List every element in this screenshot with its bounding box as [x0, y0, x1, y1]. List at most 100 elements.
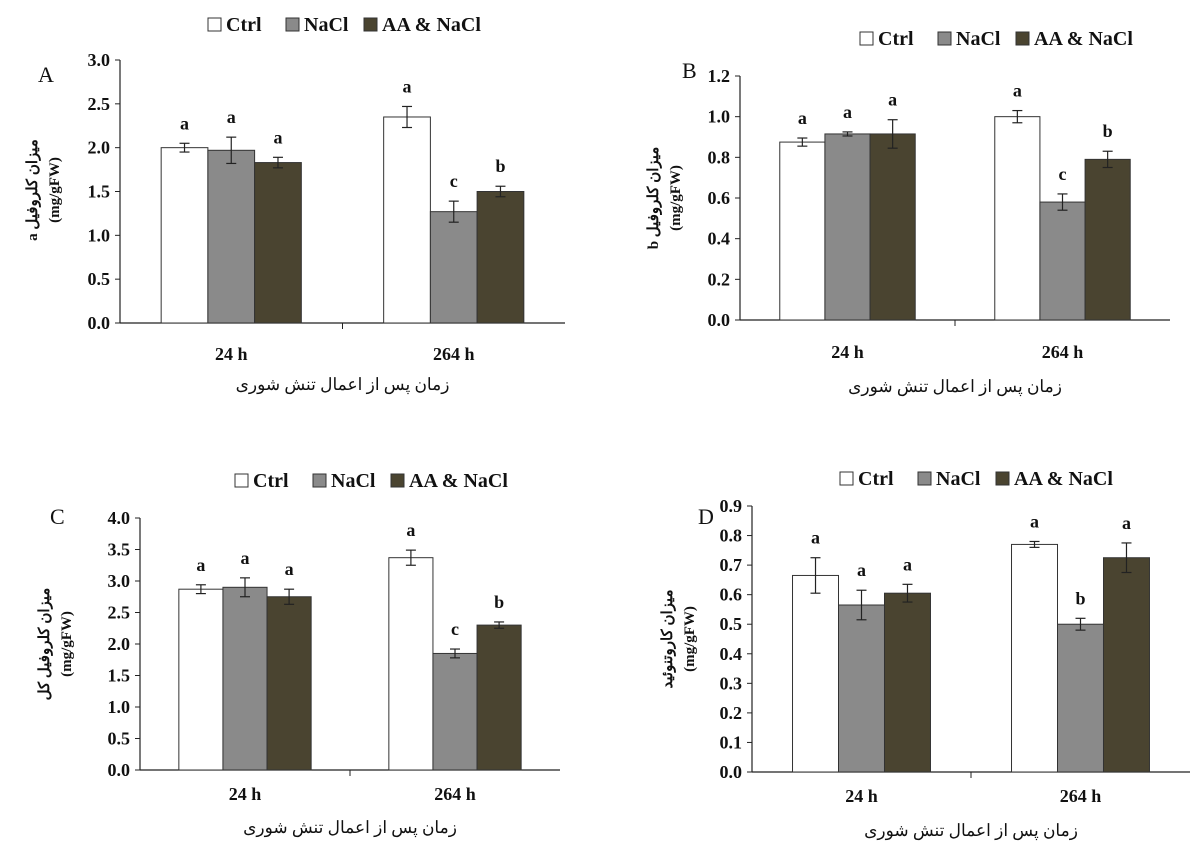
panel-a: A 0.0 0.5 1.0 1.5 2.0 2.5 3.0 24 h a a a 264 h a c b زما… [25, 14, 565, 395]
y-tick-label: 1.0 [88, 225, 111, 245]
significance-label: a [811, 528, 820, 548]
y-axis-unit: (mg/gFW) [47, 157, 63, 223]
y-tick-label: 1.0 [708, 107, 731, 127]
bar [476, 624, 522, 771]
y-tick-label: 0.0 [108, 760, 131, 780]
bar [824, 133, 871, 321]
x-category-label: 24 h [831, 342, 864, 362]
bar [476, 191, 525, 324]
y-axis-label: میزان کلروفیل a [25, 139, 41, 241]
legend-swatch [207, 17, 222, 32]
legend-entry: AA & NaCl [382, 14, 481, 36]
x-category-label: 24 h [229, 784, 262, 804]
y-tick-label: 0.3 [720, 673, 743, 693]
bar [160, 147, 209, 324]
x-category-label: 264 h [1042, 342, 1084, 362]
panel-d: D 0.0 0.1 0.2 0.3 0.4 0.5 0.6 0.7 0.8 0.9 24 h a a a 26… [660, 468, 1190, 841]
legend-swatch [234, 473, 249, 488]
legend-entry: AA & NaCl [1034, 28, 1133, 50]
significance-label: a [1122, 513, 1131, 533]
legend-swatch [363, 17, 378, 32]
legend-entry: Ctrl [858, 468, 894, 490]
y-tick-label: 0.8 [708, 147, 731, 167]
x-axis-label: زمان پس از اعمال تنش شوری [848, 377, 1062, 397]
panel-label: D [698, 504, 714, 529]
y-tick-label: 0.7 [720, 555, 743, 575]
significance-label: a [285, 559, 294, 579]
bar [1057, 623, 1104, 773]
y-tick-label: 2.0 [88, 138, 111, 158]
y-tick-label: 0.0 [88, 313, 111, 333]
legend-swatch [917, 471, 932, 486]
y-axis-label-group: میزان کلروفیل کل (mg/gFW) [37, 588, 75, 701]
y-axis-label-group: میزان کلروفیل a (mg/gFW) [25, 139, 63, 241]
bar [207, 149, 256, 324]
bar [994, 116, 1041, 321]
y-axis-unit: (mg/gFW) [668, 165, 684, 231]
y-tick-label: 0.5 [108, 729, 131, 749]
bar [254, 162, 302, 324]
y-tick-label: 0.6 [708, 188, 731, 208]
y-axis-unit: (mg/gFW) [682, 606, 698, 672]
legend-entry: NaCl [956, 28, 1001, 50]
y-tick-label: 0.9 [720, 496, 743, 516]
panel-c: C 0.0 0.5 1.0 1.5 2.0 2.5 3.0 3.5 4.0 24 h a a a 264 h… [37, 470, 560, 838]
bar [178, 588, 224, 771]
significance-label: b [1103, 121, 1113, 141]
bar [1011, 543, 1059, 773]
legend-entry: NaCl [304, 14, 349, 36]
legend-swatch [285, 17, 300, 32]
bar [388, 557, 434, 771]
y-tick-label: 0.0 [708, 310, 731, 330]
significance-label: b [1075, 588, 1085, 608]
y-tick-label: 2.0 [108, 634, 131, 654]
significance-label: a [406, 520, 415, 540]
y-tick-label: 2.5 [88, 94, 111, 114]
x-category-label: 24 h [845, 786, 878, 806]
significance-label: a [227, 107, 236, 127]
legend-swatch [937, 31, 952, 46]
significance-label: a [273, 127, 282, 147]
bar [792, 574, 840, 773]
significance-label: a [403, 76, 412, 96]
bar [383, 116, 431, 324]
y-tick-label: 1.5 [88, 182, 111, 202]
y-tick-label: 3.5 [108, 540, 131, 560]
y-axis-label: میزان کلروفیل کل [37, 588, 53, 701]
y-tick-label: 4.0 [108, 508, 131, 528]
bar [1102, 557, 1150, 773]
panel-label: B [682, 58, 697, 83]
legend-entry: NaCl [936, 468, 981, 490]
y-tick-label: 0.4 [720, 644, 743, 664]
y-axis-label-group: میزان کلروفیل b (mg/gFW) [646, 147, 684, 250]
y-tick-label: 1.5 [108, 666, 131, 686]
y-axis-label: میزان کلروفیل b [646, 147, 662, 250]
bar [266, 596, 312, 771]
legend-swatch [995, 471, 1010, 486]
y-axis-label: میزان کاروتنوئید [660, 590, 676, 689]
significance-label: a [857, 560, 866, 580]
panel-label: A [38, 62, 54, 87]
y-tick-label: 0.2 [708, 269, 731, 289]
bar [429, 211, 478, 324]
y-tick-label: 0.2 [720, 703, 743, 723]
y-tick-label: 0.1 [720, 732, 743, 752]
significance-label: a [180, 113, 189, 133]
significance-label: c [451, 619, 459, 639]
legend-entry: AA & NaCl [1014, 468, 1113, 490]
bar [838, 604, 885, 773]
x-axis-label: زمان پس از اعمال تنش شوری [864, 821, 1078, 841]
significance-label: c [450, 171, 458, 191]
y-axis-unit: (mg/gFW) [59, 611, 75, 677]
significance-label: b [494, 592, 504, 612]
y-tick-label: 2.5 [108, 603, 131, 623]
x-category-label: 264 h [434, 784, 476, 804]
legend-swatch [390, 473, 405, 488]
y-tick-label: 1.0 [108, 697, 131, 717]
panel-b: B 0.0 0.2 0.4 0.6 0.8 1.0 1.2 24 h a a a 264 h a c b زما… [646, 28, 1170, 397]
legend: Ctrl NaCl AA & NaCl [207, 14, 481, 36]
legend-entry: Ctrl [878, 28, 914, 50]
legend-swatch [839, 471, 854, 486]
